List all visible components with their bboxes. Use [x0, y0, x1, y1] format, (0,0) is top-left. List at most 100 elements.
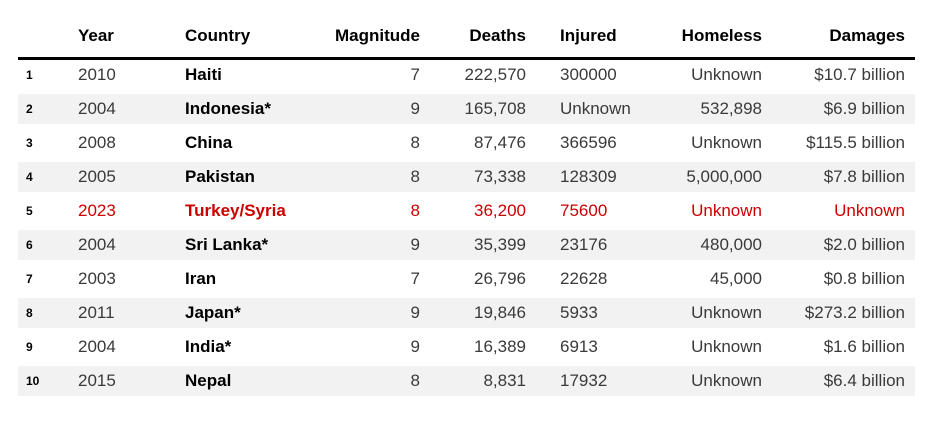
- deaths-cell: 8,831: [424, 366, 530, 400]
- rank-cell: 2: [18, 94, 62, 128]
- deaths-cell: 165,708: [424, 94, 530, 128]
- column-header-magnitude: Magnitude: [310, 14, 424, 60]
- column-header-country: Country: [162, 14, 310, 60]
- rank-cell: 4: [18, 162, 62, 196]
- column-header-homeless: Homeless: [640, 14, 766, 60]
- table-row: 5 2023 Turkey/Syria 8 36,200 75600 Unkno…: [18, 196, 915, 230]
- rank-cell: 6: [18, 230, 62, 264]
- earthquakes-table: Year Country Magnitude Deaths Injured Ho…: [18, 14, 915, 400]
- homeless-cell: Unknown: [640, 196, 766, 230]
- deaths-cell: 26,796: [424, 264, 530, 298]
- deaths-cell: 16,389: [424, 332, 530, 366]
- damages-cell: $10.7 billion: [766, 60, 915, 94]
- table-row: 9 2004 India* 9 16,389 6913 Unknown $1.6…: [18, 332, 915, 366]
- homeless-cell: Unknown: [640, 60, 766, 94]
- year-cell: 2010: [62, 60, 162, 94]
- table-row: 1 2010 Haiti 7 222,570 300000 Unknown $1…: [18, 60, 915, 94]
- injured-cell: Unknown: [530, 94, 640, 128]
- table-row: 2 2004 Indonesia* 9 165,708 Unknown 532,…: [18, 94, 915, 128]
- injured-cell: 22628: [530, 264, 640, 298]
- column-header-deaths: Deaths: [424, 14, 530, 60]
- injured-cell: 366596: [530, 128, 640, 162]
- magnitude-cell: 9: [310, 94, 424, 128]
- homeless-cell: 532,898: [640, 94, 766, 128]
- injured-cell: 300000: [530, 60, 640, 94]
- table-row: 7 2003 Iran 7 26,796 22628 45,000 $0.8 b…: [18, 264, 915, 298]
- year-cell: 2004: [62, 230, 162, 264]
- homeless-cell: Unknown: [640, 366, 766, 400]
- damages-cell: Unknown: [766, 196, 915, 230]
- magnitude-cell: 8: [310, 366, 424, 400]
- injured-cell: 75600: [530, 196, 640, 230]
- rank-cell: 8: [18, 298, 62, 332]
- table-row: 6 2004 Sri Lanka* 9 35,399 23176 480,000…: [18, 230, 915, 264]
- injured-cell: 128309: [530, 162, 640, 196]
- magnitude-cell: 9: [310, 230, 424, 264]
- table-header: Year Country Magnitude Deaths Injured Ho…: [18, 14, 915, 60]
- rank-cell: 7: [18, 264, 62, 298]
- year-cell: 2004: [62, 332, 162, 366]
- deaths-cell: 87,476: [424, 128, 530, 162]
- damages-cell: $7.8 billion: [766, 162, 915, 196]
- rank-cell: 10: [18, 366, 62, 400]
- magnitude-cell: 9: [310, 298, 424, 332]
- magnitude-cell: 8: [310, 128, 424, 162]
- rank-cell: 1: [18, 60, 62, 94]
- damages-cell: $6.4 billion: [766, 366, 915, 400]
- country-cell: China: [162, 128, 310, 162]
- rank-cell: 9: [18, 332, 62, 366]
- rank-cell: 3: [18, 128, 62, 162]
- damages-cell: $0.8 billion: [766, 264, 915, 298]
- damages-cell: $273.2 billion: [766, 298, 915, 332]
- injured-cell: 23176: [530, 230, 640, 264]
- homeless-cell: 45,000: [640, 264, 766, 298]
- magnitude-cell: 8: [310, 196, 424, 230]
- country-cell: Sri Lanka*: [162, 230, 310, 264]
- year-cell: 2023: [62, 196, 162, 230]
- country-cell: Haiti: [162, 60, 310, 94]
- magnitude-cell: 8: [310, 162, 424, 196]
- country-cell: Pakistan: [162, 162, 310, 196]
- homeless-cell: Unknown: [640, 298, 766, 332]
- year-cell: 2011: [62, 298, 162, 332]
- magnitude-cell: 7: [310, 264, 424, 298]
- injured-cell: 5933: [530, 298, 640, 332]
- year-cell: 2003: [62, 264, 162, 298]
- deaths-cell: 35,399: [424, 230, 530, 264]
- header-row: Year Country Magnitude Deaths Injured Ho…: [18, 14, 915, 60]
- table-row: 3 2008 China 8 87,476 366596 Unknown $11…: [18, 128, 915, 162]
- year-cell: 2004: [62, 94, 162, 128]
- rank-cell: 5: [18, 196, 62, 230]
- country-cell: Indonesia*: [162, 94, 310, 128]
- column-header-year: Year: [62, 14, 162, 60]
- column-header-rank: [18, 14, 62, 60]
- damages-cell: $2.0 billion: [766, 230, 915, 264]
- magnitude-cell: 9: [310, 332, 424, 366]
- damages-cell: $115.5 billion: [766, 128, 915, 162]
- deaths-cell: 19,846: [424, 298, 530, 332]
- table-body: 1 2010 Haiti 7 222,570 300000 Unknown $1…: [18, 60, 915, 400]
- homeless-cell: Unknown: [640, 128, 766, 162]
- column-header-injured: Injured: [530, 14, 640, 60]
- column-header-damages: Damages: [766, 14, 915, 60]
- deaths-cell: 73,338: [424, 162, 530, 196]
- damages-cell: $6.9 billion: [766, 94, 915, 128]
- country-cell: Iran: [162, 264, 310, 298]
- homeless-cell: 480,000: [640, 230, 766, 264]
- injured-cell: 6913: [530, 332, 640, 366]
- year-cell: 2015: [62, 366, 162, 400]
- country-cell: India*: [162, 332, 310, 366]
- damages-cell: $1.6 billion: [766, 332, 915, 366]
- deaths-cell: 36,200: [424, 196, 530, 230]
- table-row: 10 2015 Nepal 8 8,831 17932 Unknown $6.4…: [18, 366, 915, 400]
- homeless-cell: 5,000,000: [640, 162, 766, 196]
- year-cell: 2005: [62, 162, 162, 196]
- magnitude-cell: 7: [310, 60, 424, 94]
- deaths-cell: 222,570: [424, 60, 530, 94]
- country-cell: Nepal: [162, 366, 310, 400]
- injured-cell: 17932: [530, 366, 640, 400]
- homeless-cell: Unknown: [640, 332, 766, 366]
- table-row: 8 2011 Japan* 9 19,846 5933 Unknown $273…: [18, 298, 915, 332]
- country-cell: Japan*: [162, 298, 310, 332]
